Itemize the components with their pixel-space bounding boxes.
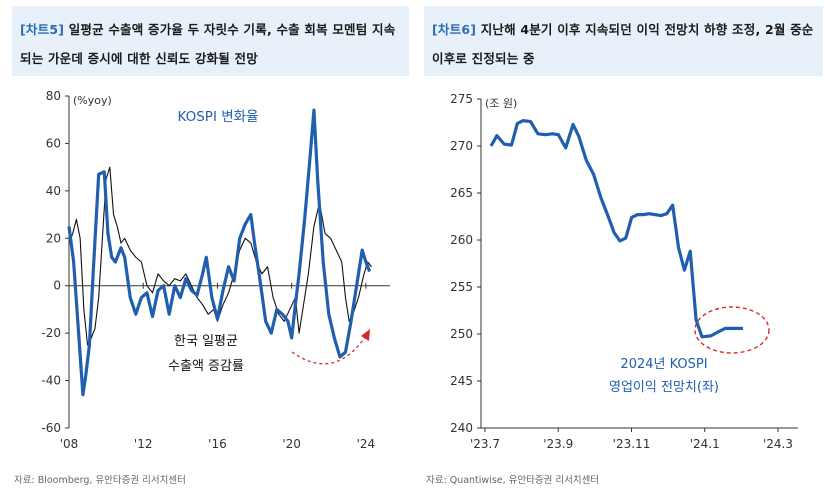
x-tick-label: '23.9 (543, 437, 573, 451)
right-chart-source: 자료: Quantiwise, 유안타증권 리서치센터 (426, 475, 600, 486)
kospi-series-line (67, 108, 372, 397)
right-chart-header: [차트6] 지난해 4분기 이후 지속되던 이익 전망치 하향 조정, 2월 중… (424, 6, 823, 76)
left-chart-tag: [차트5] (20, 22, 65, 37)
earnings-forecast-line (489, 119, 743, 339)
y-tick-label: 60 (46, 136, 61, 150)
right-chart-title-text: 지난해 4분기 이후 지속되던 이익 전망치 하향 조정, 2월 중순 이후로 … (432, 22, 814, 66)
x-tick-label: '23.7 (470, 437, 500, 451)
y-tick-label: 255 (450, 280, 473, 294)
y-unit-label: (조 원) (485, 97, 517, 110)
exports-series-label-line2: 수출액 증감률 (168, 359, 244, 374)
y-tick-label: 80 (46, 89, 61, 103)
right-chart-title: [차트6] 지난해 4분기 이후 지속되던 이익 전망치 하향 조정, 2월 중… (432, 15, 817, 73)
series-label-line2: 영업이익 전망치(좌) (609, 380, 719, 395)
y-tick-label: 250 (450, 327, 473, 341)
x-tick-label: '24 (357, 437, 376, 451)
x-tick-label: '20 (282, 437, 301, 451)
y-unit-label: (%yoy) (73, 94, 112, 107)
x-tick-label: '24.3 (763, 437, 793, 451)
x-tick-label: '23.11 (613, 437, 651, 451)
exports-series-label-line1: 한국 일평균 (174, 334, 238, 349)
x-tick-label: '08 (60, 437, 79, 451)
right-chart: 275 270 265 260 255 250 245 240 (조 원) '23.7 '23.9 '… (450, 92, 798, 451)
y-tick-label: 245 (450, 374, 473, 388)
y-tick-label: -20 (41, 326, 61, 340)
y-tick-label: 265 (450, 186, 473, 200)
left-chart-header: [차트5] 일평균 수출액 증가율 두 자릿수 기록, 수출 회복 모멘텀 지속… (12, 6, 409, 76)
x-tick-label: '16 (208, 437, 227, 451)
left-chart-title: [차트5] 일평균 수출액 증가율 두 자릿수 기록, 수출 회복 모멘텀 지속… (20, 15, 403, 73)
x-tick-label: '24.1 (690, 437, 720, 451)
x-tick-label: '12 (134, 437, 153, 451)
recovery-arrow (291, 335, 367, 365)
y-tick-label: -60 (41, 421, 61, 435)
exports-series-line (68, 166, 372, 346)
left-chart-title-text: 일평균 수출액 증가율 두 자릿수 기록, 수출 회복 모멘텀 지속되는 가운데… (20, 22, 396, 66)
y-tick-label: 270 (450, 139, 473, 153)
right-chart-tag: [차트6] (432, 22, 477, 37)
left-panel: [차트5] 일평균 수출액 증가율 두 자릿수 기록, 수출 회복 모멘텀 지속… (12, 0, 409, 489)
recovery-arrowhead (361, 329, 370, 341)
series-label-line1: 2024년 KOSPI (620, 357, 707, 372)
y-tick-label: -40 (41, 374, 61, 388)
y-tick-label: 260 (450, 233, 473, 247)
right-panel: [차트6] 지난해 4분기 이후 지속되던 이익 전망치 하향 조정, 2월 중… (424, 0, 823, 489)
y-tick-label: 240 (450, 421, 473, 435)
y-tick-label: 20 (46, 231, 61, 245)
left-chart-source: 자료: Bloomberg, 유안타증권 리서치센터 (14, 475, 186, 486)
y-tick-label: 275 (450, 92, 473, 106)
kospi-series-label: KOSPI 변화율 (178, 109, 259, 125)
highlight-ellipse (694, 306, 770, 354)
y-tick-label: 40 (46, 184, 61, 198)
left-chart: 80 60 40 20 0 -20 -40 -60 (%yoy) '08 '12 '16 '20 '24 K… (41, 89, 390, 451)
y-tick-label: 0 (53, 279, 61, 293)
